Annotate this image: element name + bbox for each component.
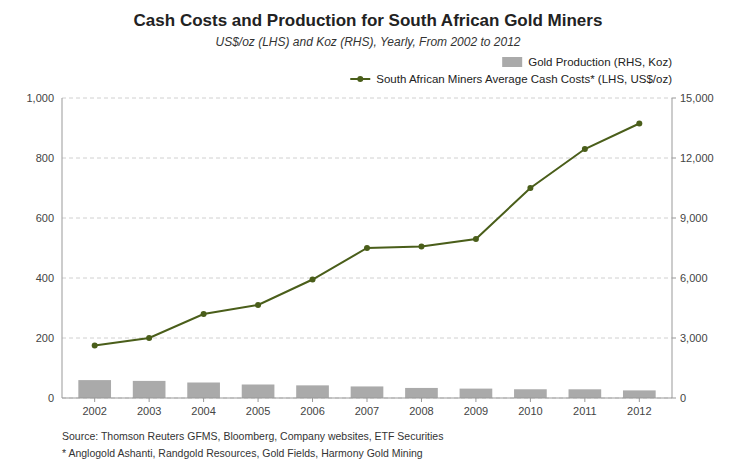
marker bbox=[473, 236, 479, 242]
x-tick-label: 2006 bbox=[300, 405, 324, 417]
legend: Gold Production (RHS, Koz) South African … bbox=[350, 56, 672, 85]
title: Cash Costs and Production for South Afri… bbox=[134, 11, 603, 30]
y-axis bbox=[62, 98, 63, 398]
y2-tick bbox=[672, 158, 676, 159]
x-tick bbox=[203, 398, 204, 402]
x-tick-label: 2012 bbox=[627, 405, 651, 417]
x-tick-label: 2004 bbox=[191, 405, 215, 417]
x-tick bbox=[312, 398, 313, 402]
legend-label: Gold Production (RHS, Koz) bbox=[528, 56, 672, 68]
y2-axis bbox=[672, 98, 673, 398]
y2-tick-label: 6,000 bbox=[680, 272, 708, 284]
y2-tick bbox=[672, 218, 676, 219]
bar bbox=[296, 385, 329, 398]
marker bbox=[527, 185, 533, 191]
x-tick bbox=[149, 398, 150, 402]
bar bbox=[133, 381, 166, 398]
plot-area bbox=[78, 121, 655, 399]
x-tick bbox=[421, 398, 422, 402]
marker bbox=[310, 277, 316, 283]
y2-tick-label: 12,000 bbox=[680, 152, 714, 164]
x-tick bbox=[367, 398, 368, 402]
bar bbox=[623, 390, 656, 398]
x-tick bbox=[584, 398, 585, 402]
x-tick-label: 2011 bbox=[573, 405, 597, 417]
y-tick-label: 0 bbox=[48, 392, 54, 404]
y-tick-label: 400 bbox=[36, 272, 54, 284]
grid-line bbox=[62, 218, 672, 219]
y2-tick-label: 3,000 bbox=[680, 332, 708, 344]
line bbox=[95, 124, 640, 346]
x-tick bbox=[475, 398, 476, 402]
bar bbox=[460, 389, 493, 398]
y2-tick-label: 15,000 bbox=[680, 92, 714, 104]
y2-tick-label: 0 bbox=[680, 392, 686, 404]
y2-tick bbox=[672, 338, 676, 339]
y2-tick bbox=[672, 278, 676, 279]
marker bbox=[364, 245, 370, 251]
marker bbox=[582, 146, 588, 152]
legend-marker bbox=[357, 76, 363, 82]
annotation: * Anglogold Ashanti, Randgold Resources,… bbox=[62, 447, 423, 459]
y2-tick bbox=[672, 398, 676, 399]
x-tick-label: 2009 bbox=[464, 405, 488, 417]
y2-tick-label: 9,000 bbox=[680, 212, 708, 224]
x-tick-label: 2008 bbox=[409, 405, 433, 417]
annotation: Source: Thomson Reuters GFMS, Bloomberg,… bbox=[62, 430, 443, 442]
x-tick-label: 2007 bbox=[355, 405, 379, 417]
grid-line bbox=[62, 98, 672, 99]
marker bbox=[201, 311, 207, 317]
chart: Cash Costs and Production for South Afri… bbox=[0, 0, 736, 476]
y-tick-label: 800 bbox=[36, 152, 54, 164]
y-tick-label: 200 bbox=[36, 332, 54, 344]
x-tick-label: 2005 bbox=[246, 405, 270, 417]
x-tick bbox=[639, 398, 640, 402]
x-tick bbox=[94, 398, 95, 402]
y2-tick bbox=[672, 98, 676, 99]
x-tick bbox=[258, 398, 259, 402]
bar bbox=[187, 383, 220, 399]
x-tick-label: 2010 bbox=[518, 405, 542, 417]
legend-swatch bbox=[502, 57, 522, 67]
grid-line bbox=[62, 278, 672, 279]
bar bbox=[514, 389, 547, 398]
bar bbox=[569, 389, 602, 398]
marker bbox=[418, 244, 424, 250]
legend-label: South African Miners Average Cash Costs*… bbox=[376, 73, 672, 85]
marker bbox=[636, 121, 642, 127]
x-tick bbox=[530, 398, 531, 402]
grid-line bbox=[62, 338, 672, 339]
marker bbox=[92, 343, 98, 349]
marker bbox=[255, 302, 261, 308]
bar bbox=[405, 388, 438, 398]
y-tick-label: 600 bbox=[36, 212, 54, 224]
bar bbox=[78, 380, 111, 398]
x-tick-label: 2003 bbox=[137, 405, 161, 417]
x-tick-label: 2002 bbox=[82, 405, 106, 417]
bar bbox=[242, 385, 275, 399]
y-tick-label: 1,000 bbox=[26, 92, 54, 104]
bar bbox=[351, 386, 384, 398]
subtitle: US$/oz (LHS) and Koz (RHS), Yearly, From… bbox=[215, 35, 520, 49]
grid-line bbox=[62, 158, 672, 159]
marker bbox=[146, 335, 152, 341]
